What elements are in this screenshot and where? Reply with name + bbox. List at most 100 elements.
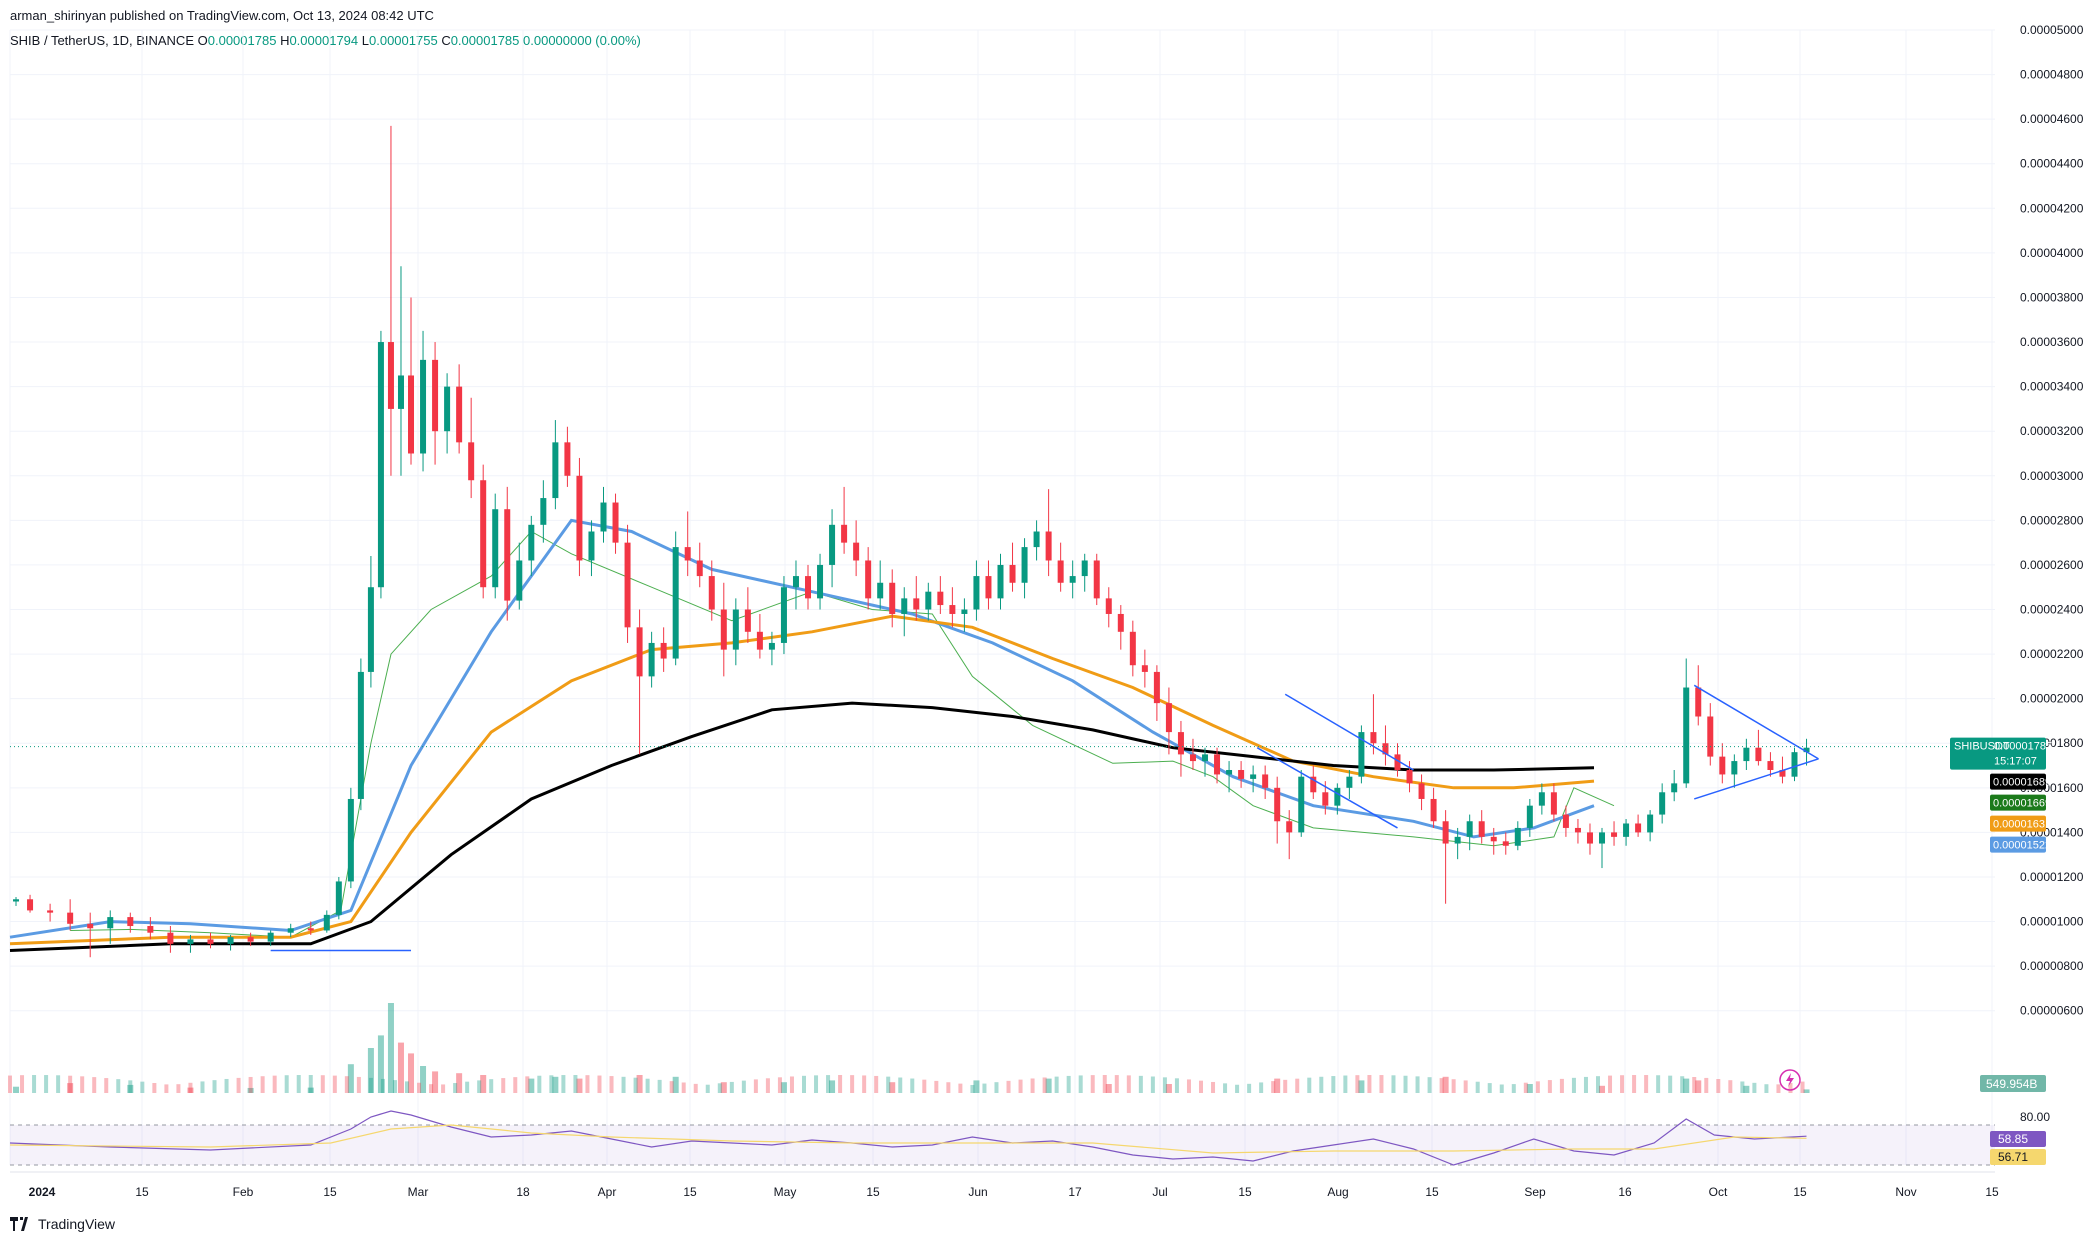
price-tick-label: 0.00000600 (2020, 1004, 2084, 1018)
candle-body (684, 547, 691, 561)
volume-bar (982, 1083, 987, 1093)
volume-bar (705, 1084, 710, 1093)
candle-body (1382, 743, 1389, 755)
volume-bar (1596, 1076, 1600, 1093)
volume-bar (552, 1076, 559, 1093)
candle-body (357, 671, 364, 799)
candle-body (1586, 832, 1593, 844)
low-label: L (361, 33, 369, 48)
candle-body (1045, 531, 1052, 561)
candle-body (1334, 787, 1341, 806)
candle-body (1081, 560, 1088, 577)
volume-bar (910, 1078, 915, 1093)
volume-bar (886, 1076, 891, 1093)
volume-bar (368, 1077, 373, 1093)
volume-bar (528, 1078, 535, 1093)
volume-bar (1307, 1077, 1312, 1093)
volume-bar (248, 1076, 253, 1093)
candle-body (925, 591, 932, 610)
candle-body (1322, 792, 1329, 806)
volume-bar (1716, 1079, 1721, 1093)
volume-bar (1427, 1077, 1432, 1093)
volume-bar (1415, 1076, 1420, 1093)
candle-body (624, 542, 631, 628)
volume-bar (729, 1081, 734, 1093)
volume-bar (1695, 1080, 1702, 1093)
volume-bar (814, 1075, 819, 1093)
candle-body (456, 386, 463, 443)
candle-body (1177, 732, 1184, 755)
candle-body (47, 910, 54, 913)
volume-bar (1442, 1076, 1449, 1093)
candle-body (1105, 598, 1112, 614)
candle-body (1370, 732, 1377, 744)
tradingview-logo-icon (10, 1217, 28, 1231)
volume-bar (429, 1084, 434, 1093)
volume-bar (417, 1082, 422, 1093)
volume-bar (922, 1079, 927, 1093)
candle-body (612, 502, 619, 543)
volume-bar (1114, 1075, 1119, 1093)
volume-bar (597, 1075, 602, 1093)
candle-body (1791, 752, 1798, 777)
volume-bar (247, 1087, 254, 1093)
time-tick-label: 17 (1068, 1185, 1082, 1199)
volume-bar (934, 1080, 939, 1093)
volume-bar (1680, 1076, 1685, 1093)
volume-bar (212, 1080, 217, 1093)
volume-bar (408, 1053, 415, 1093)
candle-body (267, 932, 274, 942)
volume-bar (284, 1075, 289, 1093)
candle-body (576, 475, 583, 561)
volume-bar (1283, 1079, 1288, 1093)
time-tick-label: 15 (1985, 1185, 1999, 1199)
candle-body (323, 914, 330, 931)
volume-bar (1358, 1080, 1365, 1093)
volume-bar (585, 1075, 590, 1093)
candle-body (1683, 687, 1690, 784)
volume-bar (356, 1076, 361, 1093)
candle-body (516, 560, 523, 601)
candle-body (1274, 787, 1281, 822)
price-tick-label: 0.00004800 (2020, 68, 2084, 82)
volume-bar (80, 1076, 85, 1093)
volume-bar (576, 1078, 583, 1093)
time-axis: 2024 15 Feb 15 Mar 18 Apr 15 May 15 Jun 17 Jul 15 Aug 1… (10, 1171, 1999, 1199)
volume-bar (1102, 1075, 1107, 1093)
volume-bar (1247, 1083, 1252, 1093)
candle-body (564, 442, 571, 476)
volume-bar (1379, 1075, 1384, 1093)
candle-body (756, 631, 763, 650)
volume-bar (347, 1064, 354, 1093)
candle-body (973, 576, 980, 610)
ma-price-badge (1990, 836, 2046, 853)
volume-bar (224, 1078, 229, 1093)
volume-bar (1535, 1081, 1540, 1093)
volume-bar (1487, 1083, 1492, 1093)
volume-bar (573, 1075, 578, 1093)
volume-bar (672, 1076, 679, 1093)
time-tick-label: Mar (408, 1185, 429, 1199)
volume-bar (1571, 1077, 1576, 1093)
volume-bar (176, 1084, 181, 1093)
volume-bar (260, 1076, 265, 1093)
volume-bar (958, 1083, 963, 1093)
volume-bar (1656, 1075, 1661, 1093)
volume-bar (296, 1075, 301, 1093)
volume-bar (741, 1080, 746, 1093)
volume-bar (1743, 1085, 1750, 1093)
volume-bar (829, 1080, 836, 1093)
volume-bar (789, 1076, 794, 1093)
volume-bar (525, 1076, 530, 1093)
price-tick-label: 0.00002200 (2020, 647, 2084, 661)
candle-body (1562, 814, 1569, 828)
candle-body (1057, 560, 1064, 583)
volume-bar (92, 1077, 97, 1093)
time-tick-label: 15 (323, 1185, 337, 1199)
volume-bar (1211, 1081, 1216, 1093)
price-tick-label: 0.00003000 (2020, 469, 2084, 483)
volume-bar (717, 1083, 722, 1093)
candle-body (1767, 761, 1774, 770)
